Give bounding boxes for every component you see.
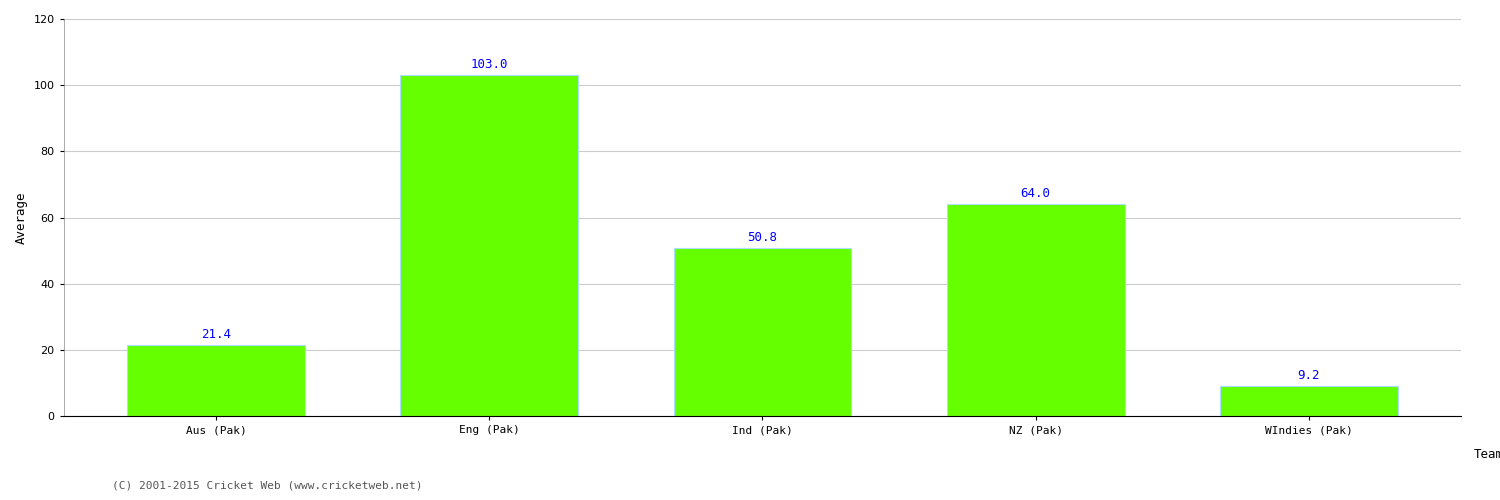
Text: 21.4: 21.4 bbox=[201, 328, 231, 342]
Bar bbox=[674, 248, 852, 416]
Bar bbox=[128, 346, 304, 416]
Text: (C) 2001-2015 Cricket Web (www.cricketweb.net): (C) 2001-2015 Cricket Web (www.cricketwe… bbox=[112, 480, 423, 490]
Text: 9.2: 9.2 bbox=[1298, 369, 1320, 382]
Bar bbox=[400, 76, 578, 416]
Text: 50.8: 50.8 bbox=[747, 231, 777, 244]
X-axis label: Team: Team bbox=[1474, 448, 1500, 461]
Bar bbox=[946, 204, 1125, 416]
Bar bbox=[1220, 386, 1398, 416]
Text: 103.0: 103.0 bbox=[471, 58, 509, 71]
Y-axis label: Average: Average bbox=[15, 192, 28, 244]
Text: 64.0: 64.0 bbox=[1020, 188, 1050, 200]
